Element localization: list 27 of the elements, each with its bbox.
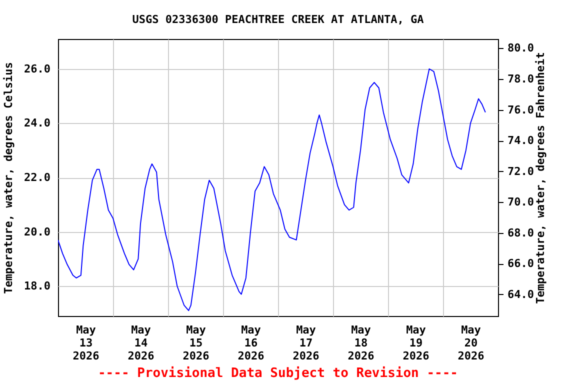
- x-tick-label: May 20 2026: [458, 324, 485, 362]
- y2-tick-label: 78.0: [508, 72, 534, 86]
- y2-axis-title: Temperature, water, degrees Fahrenheit: [534, 52, 547, 304]
- x-tick-label: May 15 2026: [182, 324, 210, 362]
- x-tick-label: May 19 2026: [402, 324, 430, 362]
- x-tick-label: May 14 2026: [128, 324, 155, 362]
- y-tick-label: 24.0: [24, 116, 50, 130]
- y-tick-label: 20.0: [24, 225, 50, 238]
- y2-tick-label: 70.0: [508, 196, 534, 209]
- y2-tick-label: 72.0: [508, 164, 534, 178]
- x-tick-label: May 17 2026: [292, 324, 320, 362]
- y2-tick-label: 64.0: [508, 288, 534, 301]
- text: ---- Provisional Data Subject to Revision ----: [96, 366, 460, 381]
- chart-title: USGS 02336300 PEACHTREE CREEK AT ATLANTA, GA: [132, 13, 424, 26]
- y2-tick-label: 80.0: [508, 42, 534, 55]
- y-axis-title: Temperature, water, degrees Celsius: [2, 62, 16, 294]
- y2-tick-label: 66.0: [508, 257, 534, 270]
- x-tick-label: May 13 2026: [72, 324, 100, 362]
- y2-tick-label: 74.0: [508, 134, 534, 148]
- y-tick-label: 18.0: [24, 280, 50, 293]
- x-tick-label: May 16 2026: [238, 324, 265, 362]
- line-series: [58, 68, 486, 312]
- x-tick-label: May 18 2026: [348, 324, 375, 362]
- y2-tick-label: 76.0: [508, 103, 534, 116]
- y-tick-label: 22.0: [24, 171, 50, 184]
- y-tick-label: 26.0: [24, 62, 50, 76]
- y2-tick-label: 68.0: [508, 226, 534, 240]
